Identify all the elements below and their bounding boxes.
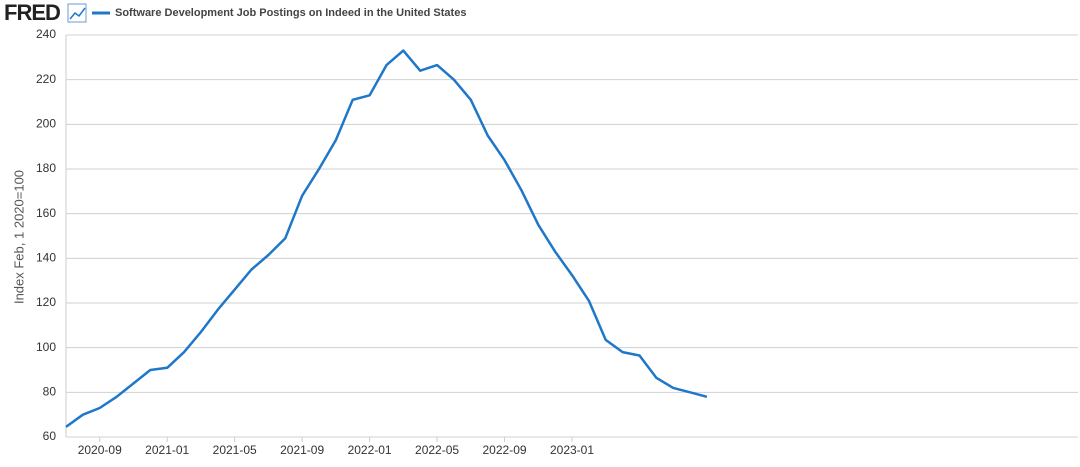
y-tick-label: 100 [36,340,56,354]
logo-icon [67,3,87,23]
x-tick-label: 2022-05 [415,443,459,457]
x-tick-label: 2021-05 [213,443,257,457]
legend-label: Software Development Job Postings on Ind… [115,7,466,19]
y-axis-title: Index Feb, 1 2020=100 [11,170,26,304]
y-tick-label: 240 [36,27,56,41]
data-line [65,49,708,428]
x-tick-label: 2021-01 [145,443,189,457]
y-tick-label: 200 [36,117,56,131]
x-tick-label: 2022-09 [483,443,527,457]
x-tick-label: 2023-01 [550,443,594,457]
y-tick-label: 120 [36,295,56,309]
x-tick-label: 2022-01 [348,443,392,457]
y-tick-label: 60 [43,429,57,443]
y-tick-label: 140 [36,251,56,265]
y-tick-label: 180 [36,161,56,175]
x-tick-label: 2020-09 [78,443,122,457]
x-tick-label: 2021-09 [280,443,324,457]
y-tick-label: 220 [36,72,56,86]
brand-logo[interactable]: FRED [4,0,61,25]
y-tick-label: 160 [36,206,56,220]
y-tick-label: 80 [43,385,57,399]
